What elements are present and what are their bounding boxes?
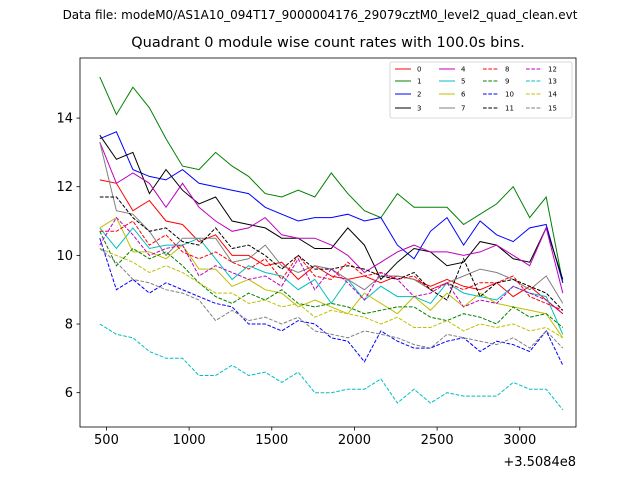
x-tick-label: 500	[94, 433, 119, 448]
data-file-suptitle: Data file: modeM0/AS1A10_094T17_90000041…	[62, 8, 578, 22]
y-tick-label: 6	[65, 386, 73, 401]
series-line-1	[99, 76, 564, 283]
series-line-6	[99, 216, 564, 339]
series-line-3	[99, 134, 564, 281]
series-line-8	[99, 220, 563, 311]
series-line-14	[99, 248, 564, 339]
series-line-15	[99, 248, 564, 349]
legend-box	[389, 61, 573, 119]
y-tick-label: 8	[65, 318, 73, 333]
legend-label-13: 13	[548, 78, 557, 86]
legend-label-11: 11	[505, 105, 514, 113]
y-tick-label: 14	[56, 112, 73, 127]
series-line-9	[99, 231, 564, 328]
series-line-13	[99, 323, 564, 411]
series-line-10	[99, 238, 564, 366]
y-tick-label: 12	[56, 180, 73, 195]
legend-label-1: 1	[417, 78, 421, 86]
legend-label-4: 4	[461, 66, 466, 74]
legend-label-0: 0	[417, 66, 421, 74]
legend-label-3: 3	[417, 105, 421, 113]
x-tick-label: 1500	[255, 433, 288, 448]
series-line-12	[99, 216, 564, 315]
x-tick-label: 2000	[338, 433, 371, 448]
legend-label-6: 6	[461, 91, 466, 99]
series-line-4	[99, 141, 564, 294]
y-tick-label: 10	[56, 249, 73, 264]
legend-label-7: 7	[461, 105, 465, 113]
legend-label-14: 14	[548, 91, 557, 99]
legend-label-5: 5	[461, 78, 465, 86]
series-line-2	[99, 131, 564, 283]
legend-label-12: 12	[548, 66, 557, 74]
series-line-5	[99, 227, 564, 335]
legend-label-10: 10	[505, 91, 514, 99]
x-tick-label: 2500	[421, 433, 454, 448]
x-offset-label: +3.5084e8	[503, 455, 576, 470]
plot-frame	[79, 57, 577, 428]
x-tick-label: 3000	[503, 433, 536, 448]
legend-label-9: 9	[505, 78, 509, 86]
legend-label-15: 15	[548, 105, 557, 113]
series-lines	[99, 76, 564, 411]
legend-label-2: 2	[417, 91, 421, 99]
chart-title: Quadrant 0 module wise count rates with …	[131, 35, 525, 51]
legend-label-8: 8	[505, 66, 509, 74]
series-line-11	[99, 196, 564, 311]
series-line-0	[99, 179, 564, 315]
x-tick-label: 1000	[173, 433, 206, 448]
